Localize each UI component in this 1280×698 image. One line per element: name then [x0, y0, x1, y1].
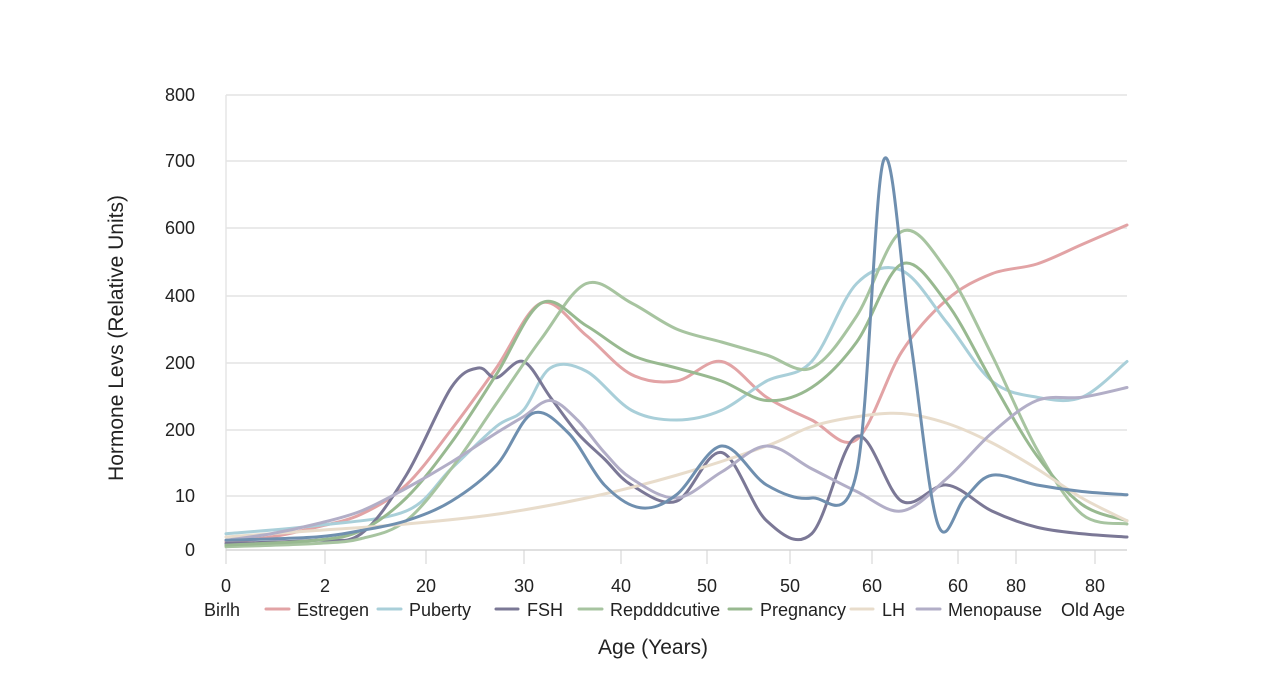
y-tick-label: 600 [165, 218, 195, 238]
x-tick-label: 2 [320, 576, 330, 596]
legend-label: Old Age [1061, 600, 1125, 620]
legend-label: Birlh [204, 600, 240, 620]
y-tick-label: 0 [185, 540, 195, 560]
y-tick-label: 700 [165, 151, 195, 171]
x-tick-label: 20 [416, 576, 436, 596]
legend-label: LH [882, 600, 905, 620]
y-tick-label: 200 [165, 420, 195, 440]
x-tick-label: 30 [514, 576, 534, 596]
y-tick-label: 800 [165, 85, 195, 105]
series-line-menopause [224, 386, 1129, 542]
x-tick-label: 50 [780, 576, 800, 596]
series-line-repdddcutive [224, 228, 1129, 549]
x-tick-label: 60 [862, 576, 882, 596]
legend-label: Pregnancy [760, 600, 846, 620]
legend-label: Puberty [409, 600, 471, 620]
series-line-estregen [224, 223, 1129, 544]
x-axis-title: Age (Years) [598, 636, 708, 659]
y-tick-label: 400 [165, 286, 195, 306]
y-axis-title-group: Hormone Levs (Relative Units) [105, 195, 128, 481]
series-line-fsh [224, 359, 1129, 545]
series-line-lh [224, 411, 1129, 539]
series-lines [224, 156, 1129, 549]
x-tick-label: 50 [697, 576, 717, 596]
series-line-old-age [224, 156, 1129, 542]
legend-label: Estregen [297, 600, 369, 620]
series-line-pregnancy [224, 261, 1129, 547]
y-tick-label: 200 [165, 353, 195, 373]
x-tick-label: 0 [221, 576, 231, 596]
legend: Birlh Estregen Puberty FSH Repdddcutive Pregn… [204, 600, 1125, 620]
axis-ticks: 0 10 200 200 400 600 700 800 0 2 20 30 40 50 50 60 60 80 8… [165, 85, 1105, 596]
grid [225, 94, 1127, 551]
y-tick-label: 10 [175, 486, 195, 506]
x-tick-label: 80 [1085, 576, 1105, 596]
legend-label: Repdddcutive [610, 600, 720, 620]
y-axis-title: Hormone Levs (Relative Units) [105, 195, 128, 481]
x-tick-label: 60 [948, 576, 968, 596]
x-tick-label: 80 [1006, 576, 1026, 596]
x-tick-label: 40 [611, 576, 631, 596]
legend-label: Menopause [948, 600, 1042, 620]
legend-label: FSH [527, 600, 563, 620]
